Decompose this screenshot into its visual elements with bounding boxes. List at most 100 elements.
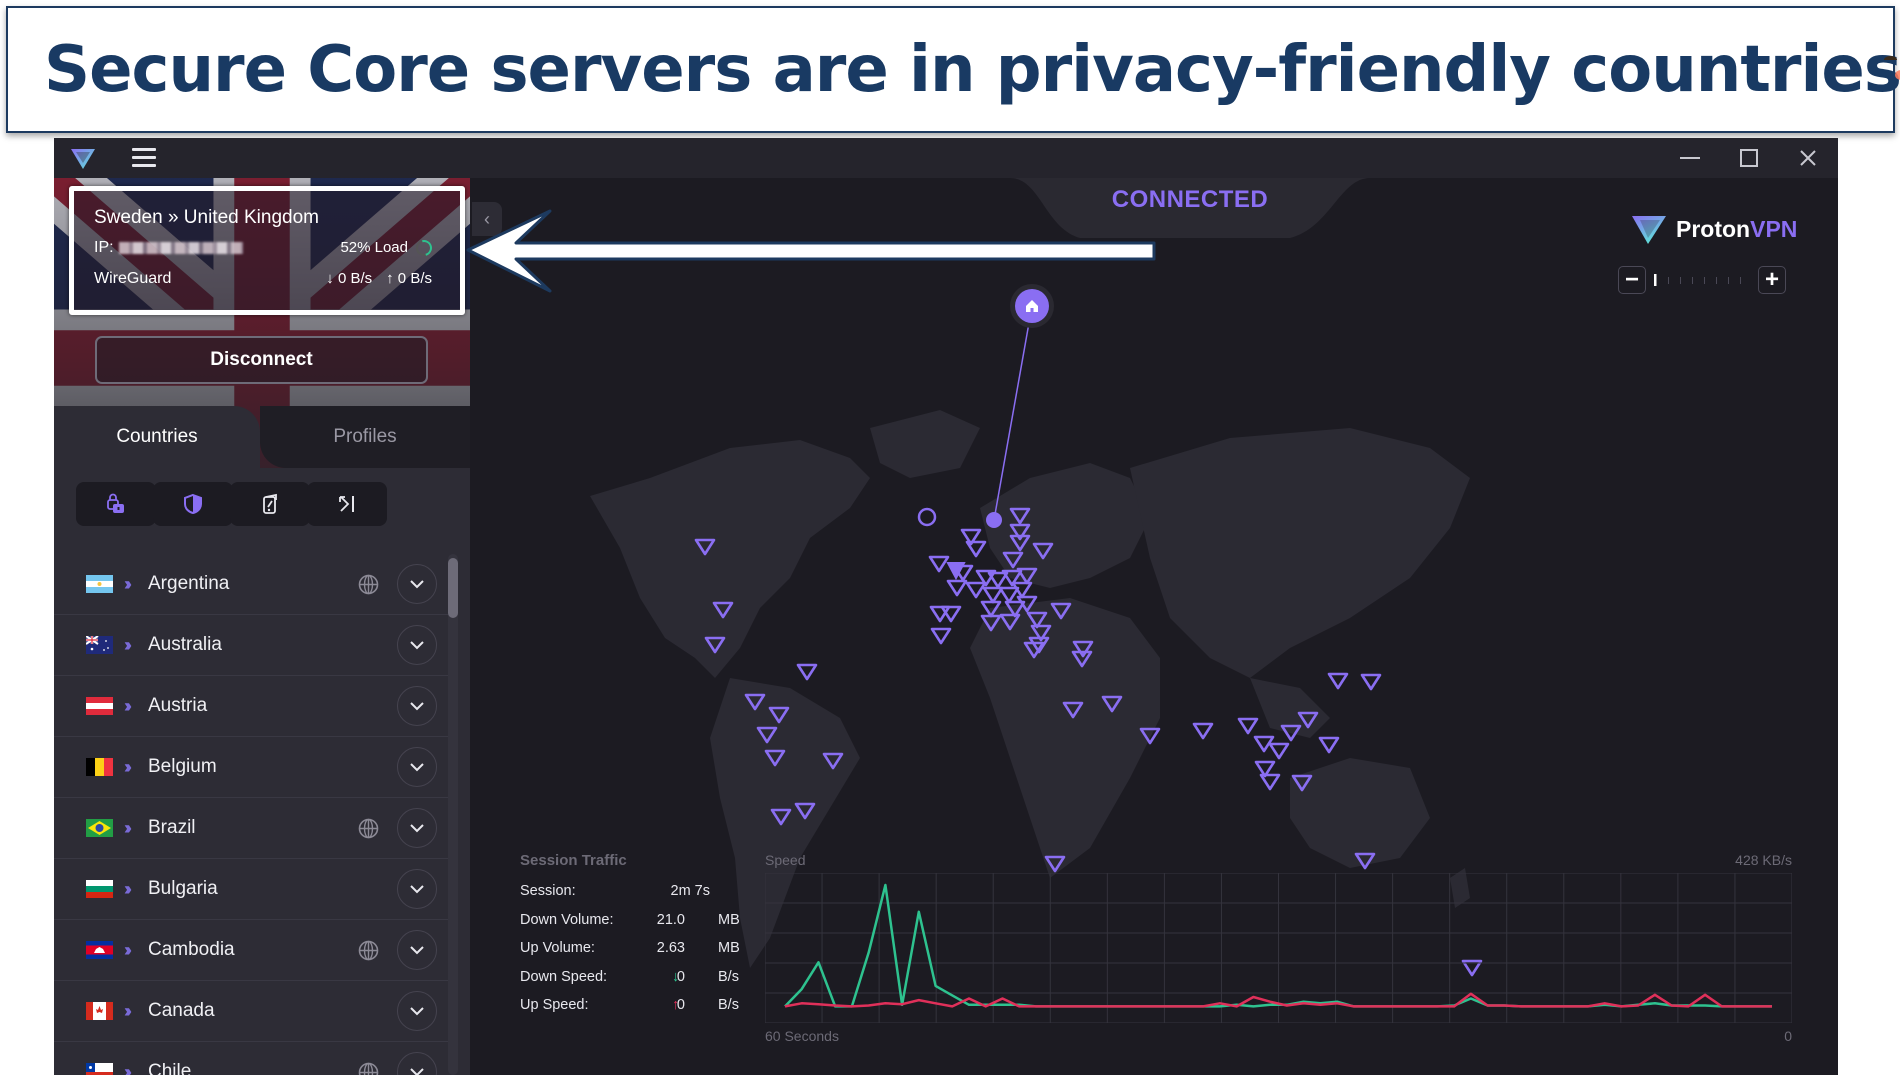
country-name: Brazil bbox=[148, 817, 196, 838]
home-icon bbox=[1026, 300, 1038, 312]
country-name: Canada bbox=[148, 1000, 215, 1021]
kill-switch-icon bbox=[263, 493, 277, 514]
country-name: Belgium bbox=[148, 756, 217, 777]
menu-hamburger-icon[interactable] bbox=[132, 148, 156, 168]
expand-chevron-button[interactable] bbox=[397, 625, 437, 665]
netshield-filter-button[interactable] bbox=[153, 482, 233, 526]
secure-core-chevrons-icon: ›› bbox=[124, 939, 132, 960]
expand-chevron-button[interactable] bbox=[397, 564, 437, 604]
country-row-belgium[interactable]: ›› Belgium bbox=[54, 737, 450, 798]
caption-title: Secure Core servers are in privacy-frien… bbox=[44, 32, 1900, 107]
secure-core-chevrons-icon: ›› bbox=[124, 756, 132, 777]
secure-core-chevrons-icon: ›› bbox=[124, 695, 132, 716]
maximize-button[interactable] bbox=[1720, 138, 1778, 178]
flag-cambodia-icon bbox=[86, 941, 113, 959]
flag-bulgaria-icon bbox=[86, 880, 113, 898]
secure-core-chevrons-icon: ›› bbox=[124, 634, 132, 655]
country-row-cambodia[interactable]: ›› Cambodia bbox=[54, 920, 450, 981]
expand-chevron-button[interactable] bbox=[397, 930, 437, 970]
zoom-out-button[interactable]: − bbox=[1618, 266, 1646, 294]
expand-chevron-button[interactable] bbox=[397, 747, 437, 787]
server-load: 52% Load bbox=[340, 236, 435, 259]
country-row-australia[interactable]: ›› Australia bbox=[54, 615, 450, 676]
secure-core-chevrons-icon: ›› bbox=[124, 573, 132, 594]
scrollbar-thumb[interactable] bbox=[448, 558, 458, 618]
down-speed-row: Down Speed: ↓ 0 B/s bbox=[520, 968, 739, 985]
tab-profiles[interactable]: Profiles bbox=[260, 406, 470, 468]
chevron-down-icon bbox=[410, 641, 424, 650]
map-zoom-control: − + bbox=[1618, 266, 1788, 296]
world-map bbox=[590, 178, 1483, 977]
chevron-down-icon bbox=[410, 946, 424, 955]
home-node[interactable] bbox=[1010, 284, 1054, 328]
tab-countries[interactable]: Countries bbox=[54, 406, 260, 468]
chevron-down-icon bbox=[410, 1068, 424, 1075]
country-row-bulgaria[interactable]: ›› Bulgaria bbox=[54, 859, 450, 920]
collapse-sidebar-button[interactable]: ‹ bbox=[472, 202, 502, 236]
chevron-down-icon bbox=[410, 702, 424, 711]
country-row-argentina[interactable]: ›› Argentina bbox=[54, 554, 450, 615]
flag-argentina-icon bbox=[86, 575, 113, 593]
down-arrow-icon: ↓ bbox=[672, 968, 680, 985]
minimize-button[interactable] bbox=[1661, 138, 1719, 178]
flag-brazil-icon bbox=[86, 819, 113, 837]
speed-chart bbox=[765, 873, 1792, 1023]
chevron-down-icon bbox=[410, 1007, 424, 1016]
country-name: Austria bbox=[148, 695, 208, 716]
scrollbar-track[interactable] bbox=[448, 554, 458, 1075]
speed-chart-x-label: 60 Seconds bbox=[765, 1028, 839, 1044]
proton-vpn-logo-icon bbox=[1632, 216, 1666, 244]
speed-chart-min: 0 bbox=[1784, 1028, 1792, 1044]
country-row-brazil[interactable]: ›› Brazil bbox=[54, 798, 450, 859]
shield-icon bbox=[184, 493, 202, 515]
minimize-icon bbox=[1680, 157, 1700, 159]
ip-value-blurred bbox=[118, 242, 243, 254]
close-icon bbox=[1800, 150, 1816, 166]
country-name: Chile bbox=[148, 1061, 192, 1075]
connection-status: CONNECTED bbox=[1111, 186, 1269, 213]
proton-vpn-brand: ProtonVPN bbox=[1630, 212, 1797, 246]
up-arrow-icon: ↑ bbox=[672, 997, 680, 1013]
expand-chevron-button[interactable] bbox=[397, 686, 437, 726]
kill-switch-filter-button[interactable] bbox=[230, 482, 310, 526]
speed-chart-max: 428 KB/s bbox=[1735, 852, 1792, 868]
down-volume-row: Down Volume: 21.0 MB bbox=[520, 911, 740, 928]
load-ring-icon bbox=[413, 236, 435, 259]
load-label: 52% Load bbox=[340, 239, 408, 256]
flag-australia-icon bbox=[86, 636, 113, 654]
country-row-canada[interactable]: ›› Canada bbox=[54, 981, 450, 1042]
protocol-label: WireGuard bbox=[94, 270, 172, 287]
globe-icon[interactable] bbox=[358, 574, 379, 595]
zoom-slider[interactable] bbox=[1652, 272, 1752, 288]
flag-austria-icon bbox=[86, 697, 113, 715]
globe-icon[interactable] bbox=[358, 1062, 379, 1075]
close-button[interactable] bbox=[1779, 138, 1837, 178]
double-lock-icon bbox=[107, 493, 124, 513]
brand-name: ProtonVPN bbox=[1676, 215, 1798, 242]
expand-chevron-button[interactable] bbox=[397, 1052, 437, 1075]
up-speed-row: Up Speed: ↑ 0 B/s bbox=[520, 997, 739, 1013]
country-row-chile[interactable]: ›› Chile bbox=[54, 1042, 450, 1075]
port-forwarding-filter-button[interactable] bbox=[307, 482, 387, 526]
secure-core-chevrons-icon: ›› bbox=[124, 1000, 132, 1021]
globe-icon[interactable] bbox=[358, 940, 379, 961]
ip-address: IP: bbox=[94, 239, 243, 257]
disconnect-button[interactable]: Disconnect bbox=[95, 336, 428, 384]
zoom-in-button[interactable]: + bbox=[1758, 266, 1786, 294]
download-speed: ↓ 0 B/s bbox=[326, 270, 373, 287]
country-name: Cambodia bbox=[148, 939, 235, 960]
sidebar: Sweden » United Kingdom IP: 52% Load Wir… bbox=[54, 178, 470, 1075]
country-name: Australia bbox=[148, 634, 222, 655]
server-map: CONNECTED ProtonVPN bbox=[470, 178, 1838, 1075]
expand-chevron-button[interactable] bbox=[397, 869, 437, 909]
expand-chevron-button[interactable] bbox=[397, 808, 437, 848]
expand-chevron-button[interactable] bbox=[397, 991, 437, 1031]
sidebar-tabs: Countries Profiles bbox=[54, 406, 470, 468]
country-row-austria[interactable]: ›› Austria bbox=[54, 676, 450, 737]
secure-core-filter-button[interactable] bbox=[76, 482, 156, 526]
ip-label: IP: bbox=[94, 239, 114, 256]
flag-canada-icon bbox=[86, 1002, 113, 1020]
globe-icon[interactable] bbox=[358, 818, 379, 839]
flag-belgium-icon bbox=[86, 758, 113, 776]
session-row: Session: 2m 7s bbox=[520, 883, 710, 899]
